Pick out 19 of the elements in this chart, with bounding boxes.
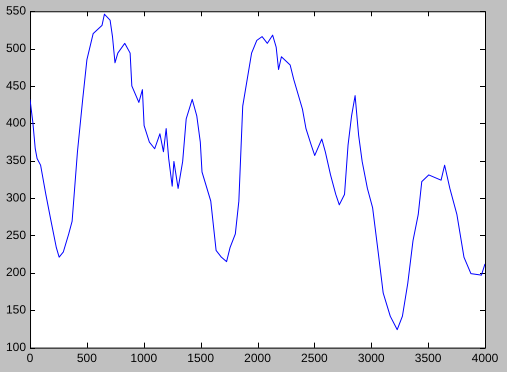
y-tick-label: 400 bbox=[6, 116, 26, 130]
y-tick-label: 150 bbox=[6, 302, 26, 317]
y-tick-label: 350 bbox=[6, 153, 26, 168]
y-tick-label: 100 bbox=[6, 340, 26, 354]
y-tick-label: 550 bbox=[6, 4, 26, 18]
y-tick-label: 300 bbox=[6, 190, 26, 204]
y-tick-label: 500 bbox=[6, 40, 26, 55]
y-tick-label: 250 bbox=[6, 228, 26, 242]
x-tick-label: 0 bbox=[26, 351, 34, 366]
x-tick-label: 1500 bbox=[187, 351, 214, 366]
y-tick-label: 450 bbox=[6, 78, 26, 92]
x-tick-label: 2500 bbox=[301, 351, 328, 366]
x-tick-label: 2000 bbox=[244, 351, 272, 366]
y-tick-label: 200 bbox=[6, 265, 26, 280]
x-tick-label: 1000 bbox=[130, 351, 158, 366]
x-tick-label: 500 bbox=[76, 351, 98, 366]
x-tick-label: 4000 bbox=[472, 351, 499, 366]
x-tick-label: 3000 bbox=[358, 351, 385, 366]
x-tick-label: 3500 bbox=[414, 351, 442, 366]
